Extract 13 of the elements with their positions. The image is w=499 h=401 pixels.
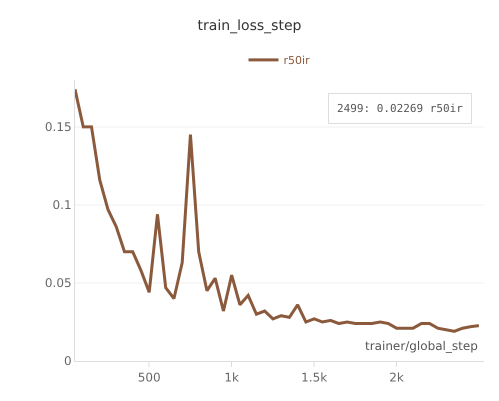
x-tick-label: 1.5k	[301, 370, 328, 384]
x-tick-label: 500	[138, 370, 161, 384]
chart-title: train_loss_step	[198, 18, 302, 34]
y-tick-label: 0.15	[44, 120, 72, 134]
y-tick-label: 0.1	[52, 198, 72, 212]
x-tick-label: 2k	[389, 370, 404, 384]
line-series	[75, 88, 480, 333]
y-tick-label: 0	[64, 354, 72, 368]
y-tick-label: 0.05	[44, 276, 72, 290]
annotation: 2499: 0.02269 r50ir	[337, 102, 464, 115]
x-tick-label: 1k	[224, 370, 240, 384]
legend-label: r50ir	[284, 54, 310, 68]
x-axis-title: trainer/global_step	[365, 339, 478, 353]
